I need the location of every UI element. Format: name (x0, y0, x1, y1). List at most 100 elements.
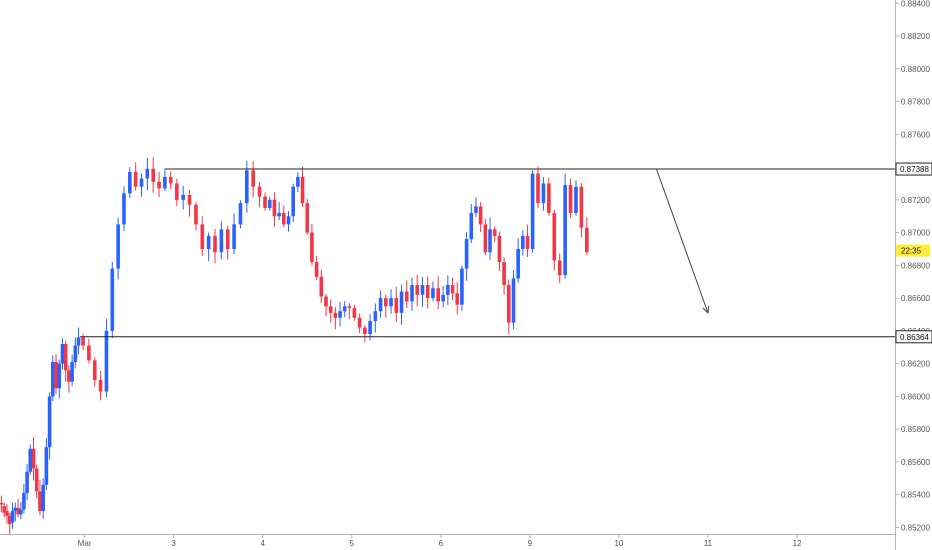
y-tick-label: 0.86000 (901, 392, 930, 401)
candle-body-down (492, 229, 497, 236)
candle-body-down (478, 206, 483, 225)
candle-body-down (257, 186, 262, 197)
candle-body-down (305, 203, 310, 233)
x-tick-label: 9 (528, 539, 533, 548)
candle-body-up (110, 268, 115, 331)
candle-body-up (28, 448, 33, 472)
candle-body-down (425, 285, 430, 299)
x-tick-label: 4 (260, 539, 265, 548)
candle-body-up (267, 199, 272, 209)
candle-body-up (431, 288, 435, 299)
candle-body-down (63, 343, 68, 371)
x-tick-label: 6 (439, 539, 444, 548)
candle-body-down (436, 288, 441, 302)
candle-body-up (139, 178, 144, 187)
candle-body-down (324, 296, 328, 307)
x-tick-label: 3 (171, 539, 176, 548)
candle-body-up (389, 298, 393, 307)
candle-body-up (464, 239, 469, 269)
candle-body-down (525, 235, 530, 249)
candle-body-down (282, 212, 286, 225)
candle-body-down (151, 168, 156, 182)
candle-body-up (469, 212, 474, 240)
candle-body-down (568, 185, 573, 213)
candle-body-down (394, 298, 399, 313)
candle-body-down (187, 194, 192, 205)
candle-body-up (574, 186, 578, 213)
candle-body-down (506, 285, 511, 323)
candle-body-up (521, 235, 525, 249)
candle-body-down (557, 260, 562, 276)
candle-body-down (34, 468, 39, 492)
candle-body-down (225, 229, 230, 249)
y-tick-label: 0.88200 (901, 32, 930, 41)
candle-body-down (81, 337, 85, 346)
candle-body-down (157, 181, 161, 189)
candle-body-down (31, 448, 36, 469)
levels-layer (80, 168, 895, 338)
candle-body-down (175, 183, 179, 200)
y-tick-label: 0.88000 (901, 65, 930, 74)
candle-body-up (25, 471, 29, 494)
candle-body-up (232, 224, 236, 249)
x-tick-label: 5 (350, 539, 355, 548)
candle-body-up (163, 176, 167, 189)
candle-body-down (251, 170, 255, 187)
x-tick-label: Mar (78, 539, 92, 548)
candle-body-up (73, 345, 78, 363)
candle-body-up (474, 206, 478, 213)
candle-body-down (328, 306, 333, 313)
candle-body-down (92, 360, 97, 381)
candle-body-up (541, 183, 546, 204)
y-tick-label: 0.87200 (901, 196, 930, 205)
candle-body-down (67, 370, 71, 382)
candle-body-down (0, 502, 4, 505)
candle-body-down (450, 285, 455, 294)
candle-body-up (116, 224, 120, 269)
candle-body-down (98, 380, 103, 392)
candle-body-up (13, 507, 18, 512)
candle-body-down (272, 199, 277, 217)
candle-body-up (128, 171, 132, 194)
candle-body-up (530, 173, 535, 249)
candle-body-up (488, 229, 492, 253)
candle-body-up (338, 311, 342, 318)
candle-body-up (410, 285, 414, 302)
y-tick-label: 0.88400 (901, 0, 930, 8)
candle-body-up (104, 330, 109, 392)
x-tick-label: 10 (614, 539, 623, 548)
level-price-label: 0.87388 (900, 165, 929, 174)
y-tick-label: 0.87800 (901, 98, 930, 107)
candle-body-down (168, 176, 173, 184)
candle-body-down (200, 224, 205, 249)
y-tick-label: 0.85600 (901, 458, 930, 467)
candle-body-down (133, 171, 138, 187)
candle-body-up (41, 484, 45, 512)
level-price-label: 0.86364 (900, 333, 929, 342)
candle-body-down (363, 327, 367, 335)
candle-body-down (5, 511, 9, 516)
level-price-tag (895, 330, 932, 344)
candles-layer (0, 157, 589, 536)
candle-body-up (10, 511, 15, 523)
x-tick-label: 11 (704, 539, 713, 548)
candle-body-down (552, 212, 557, 261)
candle-body-down (87, 345, 91, 361)
x-tick-label: 12 (793, 539, 802, 548)
y-tick-label: 0.86800 (901, 261, 930, 270)
candle-body-up (399, 291, 404, 313)
candle-body-up (47, 396, 52, 448)
candle-body-down (497, 235, 502, 263)
candle-body-up (206, 235, 211, 249)
candle-body-up (516, 248, 520, 279)
candle-body-up (286, 216, 291, 225)
candle-body-up (277, 212, 281, 217)
candle-body-down (16, 507, 20, 515)
candle-body-up (460, 268, 464, 305)
candle-body-down (319, 276, 324, 297)
candle-body-down (352, 307, 357, 318)
y-tick-label: 0.85200 (901, 523, 930, 532)
candle-body-down (455, 293, 460, 305)
candle-body-up (291, 186, 295, 217)
candle-body-up (44, 447, 49, 485)
